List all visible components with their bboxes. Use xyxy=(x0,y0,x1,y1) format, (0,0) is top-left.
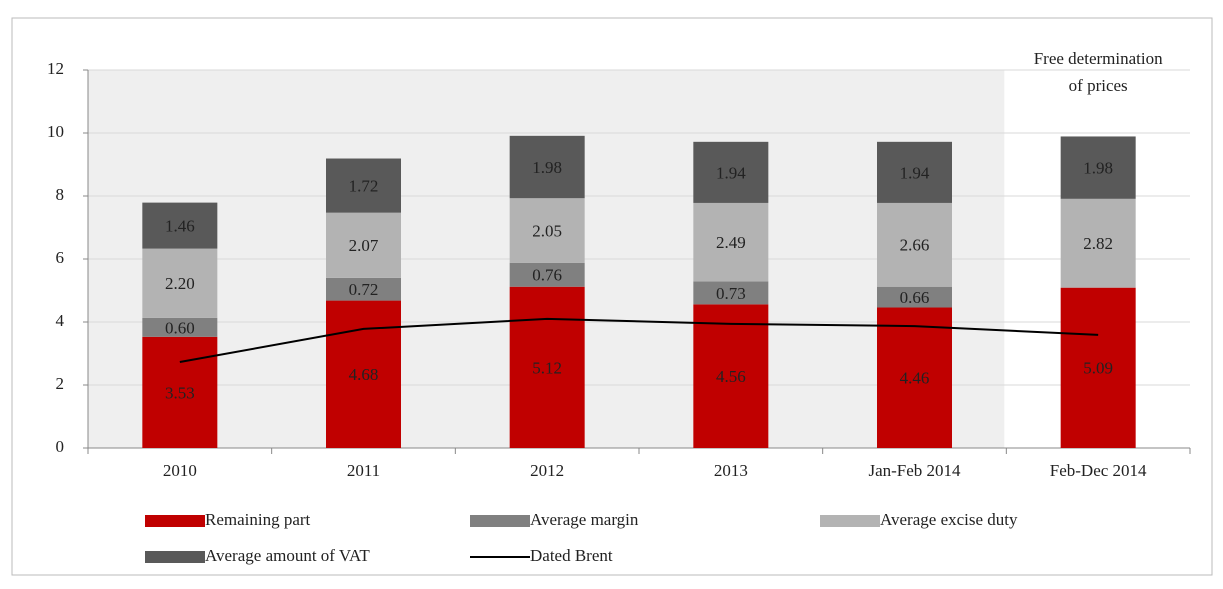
bar-segment xyxy=(1060,287,1136,448)
y-tick-label: 8 xyxy=(56,185,65,204)
legend-swatch xyxy=(820,515,880,527)
legend-label: Average excise duty xyxy=(880,510,1018,529)
bar-segment xyxy=(877,202,952,287)
annotation: Free determination xyxy=(1034,49,1163,68)
data-label: 5.12 xyxy=(532,358,562,377)
bar-segment xyxy=(509,135,585,199)
data-label: 2.82 xyxy=(1083,234,1113,253)
bar-segment xyxy=(142,248,218,318)
legend-swatch xyxy=(470,515,530,527)
x-tick-label: 2013 xyxy=(714,461,748,480)
data-label: 0.76 xyxy=(532,266,562,285)
data-label: 0.73 xyxy=(716,284,746,303)
bar-segment xyxy=(326,277,401,301)
data-label: 1.98 xyxy=(1083,159,1113,178)
bar-segment xyxy=(693,202,769,282)
data-label: 2.20 xyxy=(165,274,195,293)
legend-label: Average margin xyxy=(530,510,639,529)
data-label: 0.60 xyxy=(165,318,195,337)
legend-swatch xyxy=(145,551,205,563)
bar-segment xyxy=(693,141,769,203)
chart-frame xyxy=(11,17,1213,576)
data-label: 0.72 xyxy=(349,280,379,299)
legend-label: Dated Brent xyxy=(530,546,613,565)
data-label: 1.72 xyxy=(349,177,379,196)
x-tick-label: 2011 xyxy=(347,461,380,480)
bar-segment xyxy=(509,286,585,448)
legend-label: Average amount of VAT xyxy=(205,546,370,565)
data-label: 3.53 xyxy=(165,383,195,402)
y-tick-label: 6 xyxy=(56,248,65,267)
data-label: 1.94 xyxy=(900,163,930,182)
bar-segment xyxy=(142,317,218,337)
bar-segment xyxy=(142,202,218,249)
x-tick-label: Jan-Feb 2014 xyxy=(868,461,961,480)
data-label: 2.66 xyxy=(900,236,930,255)
data-label: 2.07 xyxy=(349,236,379,255)
bar-segment xyxy=(877,286,952,308)
y-tick-label: 10 xyxy=(47,122,64,141)
data-label: 1.46 xyxy=(165,217,195,236)
bar-segment xyxy=(877,307,952,448)
data-label: 1.94 xyxy=(716,163,746,182)
legend-swatch xyxy=(145,515,205,527)
data-label: 0.66 xyxy=(900,288,930,307)
bar-segment xyxy=(142,336,218,448)
x-tick-label: 2012 xyxy=(530,461,564,480)
bar-segment xyxy=(693,281,769,305)
bar-segment xyxy=(1060,136,1136,199)
bar-segment xyxy=(326,158,401,213)
data-label: 5.09 xyxy=(1083,359,1113,378)
x-tick-label: Feb-Dec 2014 xyxy=(1050,461,1147,480)
y-tick-label: 12 xyxy=(47,59,64,78)
data-label: 4.68 xyxy=(349,365,379,384)
y-tick-label: 0 xyxy=(56,437,65,456)
data-label: 1.98 xyxy=(532,158,562,177)
bar-segment xyxy=(326,212,401,278)
data-label: 4.56 xyxy=(716,367,746,386)
legend-label: Remaining part xyxy=(205,510,311,529)
annotation: of prices xyxy=(1069,76,1128,95)
bar-segment xyxy=(509,262,585,287)
y-tick-label: 2 xyxy=(56,374,65,393)
bar-segment xyxy=(509,198,585,263)
data-label: 2.05 xyxy=(532,221,562,240)
bar-segment xyxy=(877,141,952,203)
y-tick-label: 4 xyxy=(56,311,65,330)
bar-segment xyxy=(693,304,769,448)
line-series xyxy=(179,317,1099,363)
data-label: 2.49 xyxy=(716,233,746,252)
data-label: 4.46 xyxy=(900,369,930,388)
bar-segment xyxy=(1060,198,1136,288)
bar-segment xyxy=(326,300,401,448)
x-tick-label: 2010 xyxy=(163,461,197,480)
